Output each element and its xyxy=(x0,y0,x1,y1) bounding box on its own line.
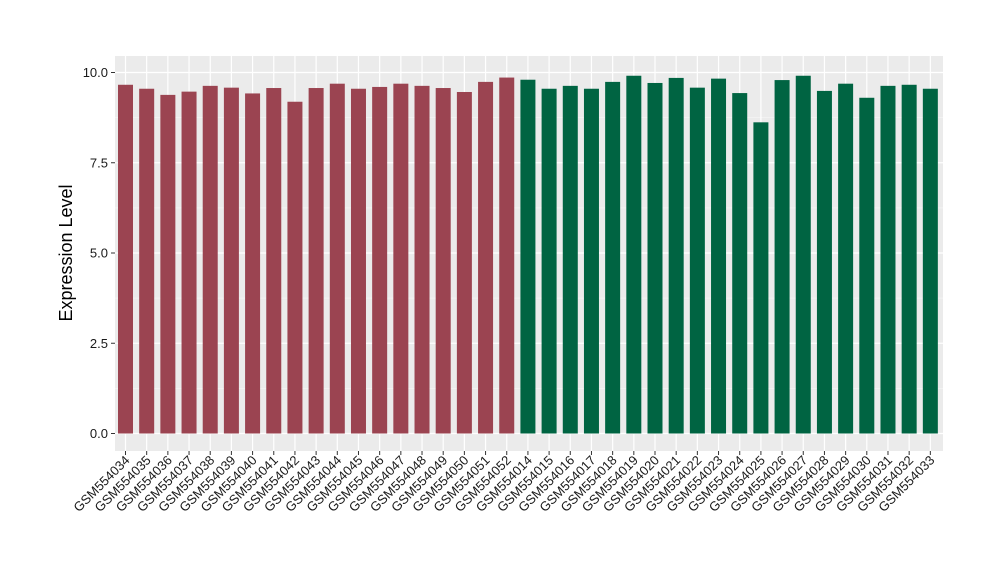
y-tick-label: 0.0 xyxy=(90,426,108,441)
bar-GSM554026 xyxy=(774,80,790,434)
bar-GSM554033 xyxy=(922,88,938,434)
bar-GSM554022 xyxy=(689,87,705,434)
y-tick-label: 2.5 xyxy=(90,336,108,351)
bar-GSM554031 xyxy=(880,85,896,434)
bar-GSM554048 xyxy=(414,85,430,434)
bar-GSM554041 xyxy=(266,88,282,434)
y-tick-label: 10.0 xyxy=(83,65,108,80)
y-axis-title: Expression Level xyxy=(56,184,76,321)
bar-GSM554037 xyxy=(181,91,197,434)
bar-GSM554043 xyxy=(308,88,324,434)
bar-GSM554018 xyxy=(605,81,621,434)
bar-GSM554016 xyxy=(562,85,578,434)
bar-GSM554019 xyxy=(626,75,642,434)
bars xyxy=(118,75,938,434)
bar-GSM554044 xyxy=(329,83,345,434)
bar-GSM554030 xyxy=(859,97,875,434)
y-tick-label: 7.5 xyxy=(90,155,108,170)
bar-GSM554035 xyxy=(139,88,155,434)
bar-GSM554050 xyxy=(456,91,472,434)
bar-GSM554049 xyxy=(435,88,451,434)
bar-GSM554014 xyxy=(520,79,536,434)
x-axis: GSM554034GSM554035GSM554036GSM554037GSM5… xyxy=(70,451,937,515)
bar-GSM554027 xyxy=(795,75,811,434)
bar-GSM554023 xyxy=(711,78,727,434)
bar-GSM554029 xyxy=(838,83,854,434)
bar-GSM554042 xyxy=(287,101,303,434)
bar-GSM554045 xyxy=(350,88,366,434)
bar-GSM554015 xyxy=(541,88,557,434)
bar-GSM554036 xyxy=(160,94,176,434)
bar-GSM554039 xyxy=(223,87,239,434)
bar-GSM554052 xyxy=(499,77,515,434)
bar-GSM554025 xyxy=(753,122,769,434)
bar-GSM554046 xyxy=(372,86,388,434)
bar-GSM554051 xyxy=(478,81,494,434)
bar-GSM554020 xyxy=(647,82,663,434)
y-axis: 0.0 2.5 5.0 7.5 10.0 xyxy=(83,65,115,441)
bar-GSM554024 xyxy=(732,93,748,434)
bar-GSM554021 xyxy=(668,77,684,434)
bar-GSM554047 xyxy=(393,83,409,434)
bar-GSM554032 xyxy=(901,84,917,434)
bar-GSM554038 xyxy=(202,85,218,434)
bar-GSM554040 xyxy=(245,93,261,434)
bar-GSM554034 xyxy=(118,84,133,434)
bar-GSM554028 xyxy=(816,90,832,434)
y-tick-label: 5.0 xyxy=(90,246,108,261)
bar-GSM554017 xyxy=(583,88,599,434)
